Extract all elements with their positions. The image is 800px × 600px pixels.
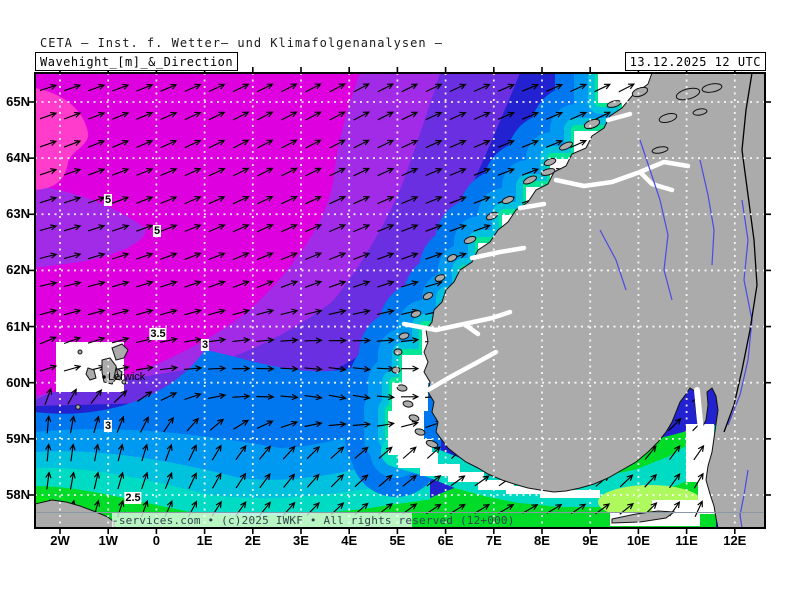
lon-label-7E: 7E bbox=[485, 533, 502, 548]
lon-label-12E: 12E bbox=[723, 533, 747, 548]
lat-label-65N: 65N bbox=[6, 94, 30, 109]
lat-label-58N: 58N bbox=[6, 486, 30, 502]
lat-label-61N: 61N bbox=[6, 318, 30, 334]
copyright-watermark: -services.com • (c)2025 IWKF • All right… bbox=[112, 513, 515, 527]
contour-label-3: 3 bbox=[103, 420, 113, 432]
lat-label-62N: 62N bbox=[6, 262, 30, 278]
lat-label-59N: 59N bbox=[6, 430, 30, 446]
lon-label-1E: 1E bbox=[196, 533, 213, 548]
contour-label-5: 5 bbox=[103, 194, 113, 206]
lon-label-0: 0 bbox=[152, 533, 160, 548]
contour-label-2.5: 2.5 bbox=[124, 492, 142, 504]
contour-label-3.5: 3.5 bbox=[149, 328, 167, 340]
plot-label: Wavehight_[m]_&_Direction bbox=[40, 54, 234, 69]
lat-label-63N: 63N bbox=[6, 206, 30, 222]
lon-label-2E: 2E bbox=[244, 533, 261, 548]
lon-label-1W: 1W bbox=[98, 533, 118, 548]
contour-label-3: 3 bbox=[200, 339, 210, 351]
lon-label-9E: 9E bbox=[582, 533, 599, 548]
lat-label-64N: 64N bbox=[6, 150, 30, 166]
lon-label-10E: 10E bbox=[626, 533, 650, 548]
lon-label-6E: 6E bbox=[437, 533, 454, 548]
lon-label-4E: 4E bbox=[341, 533, 358, 548]
page-title: CETA — Inst. f. Wetter— und Klimafolgena… bbox=[40, 36, 444, 50]
lon-label-8E: 8E bbox=[534, 533, 550, 548]
lon-label-5E: 5E bbox=[389, 533, 406, 548]
lon-label-2W: 2W bbox=[50, 533, 70, 548]
lon-label-3E: 3E bbox=[293, 533, 309, 548]
lat-label-60N: 60N bbox=[6, 374, 30, 390]
city-label-lerwick: Lerwick bbox=[108, 371, 146, 383]
contour-label-5: 5 bbox=[152, 225, 162, 237]
plot-label-box: Wavehight_[m]_&_Direction bbox=[35, 52, 239, 71]
datetime-box: 13.12.2025 12 UTC bbox=[624, 52, 766, 71]
datetime-label: 13.12.2025 12 UTC bbox=[629, 54, 761, 69]
lon-label-11E: 11E bbox=[675, 533, 698, 548]
